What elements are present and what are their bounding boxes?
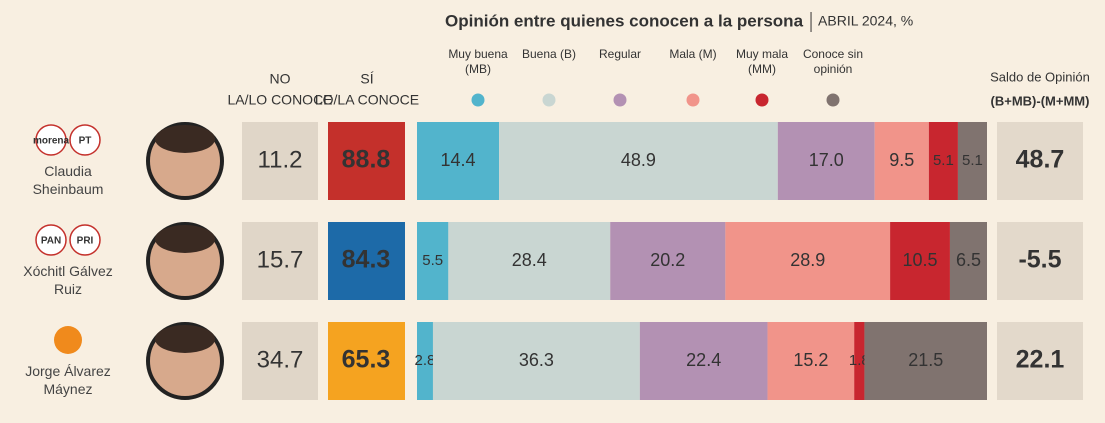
candidate-name: Claudia Sheinbaum <box>32 163 104 197</box>
candidate-hair <box>155 325 215 353</box>
saldo-value: -5.5 <box>1018 246 1061 274</box>
saldo-value: 48.7 <box>1016 146 1065 174</box>
value-label: 36.3 <box>519 350 554 370</box>
saldo-box <box>997 222 1083 300</box>
bar-segment <box>864 322 987 400</box>
column-header: LO/LA CONOCE <box>315 92 419 108</box>
bar-segment <box>777 122 875 200</box>
party-logo <box>35 124 67 156</box>
bar-segment <box>417 122 500 200</box>
conoce-box <box>328 222 405 300</box>
chart-title: Opinión entre quienes conocen a la perso… <box>445 11 804 30</box>
value-label: 9.5 <box>889 150 914 170</box>
legend-label: Regular <box>598 47 642 61</box>
bar-segment <box>448 222 611 300</box>
value-label: 15.2 <box>793 350 828 370</box>
saldo-header: Saldo de Opinión <box>990 69 1090 84</box>
conoce-value: 88.8 <box>342 146 391 174</box>
value-label: 20.2 <box>650 250 685 270</box>
legend-swatch <box>471 93 485 107</box>
legend-label: Conoce sin opinión <box>802 47 864 76</box>
no-conoce-value: 15.7 <box>257 246 304 273</box>
value-label: 21.5 <box>908 350 943 370</box>
saldo-formula: (B+MB)-(M+MM) <box>991 93 1090 108</box>
bar-segment <box>417 222 449 300</box>
candidate-name: Jorge Álvarez Máynez <box>25 363 111 397</box>
no-conoce-box <box>242 222 318 300</box>
party-name: PRI <box>77 236 94 247</box>
bar-segment <box>874 122 929 200</box>
legend-label: Mala (M) <box>669 47 717 61</box>
saldo-box <box>997 122 1083 200</box>
value-label: 14.4 <box>441 150 476 170</box>
bar-segment <box>928 122 958 200</box>
bar-segment <box>432 322 640 400</box>
conoce-value: 65.3 <box>342 346 391 374</box>
candidate-hair <box>155 225 215 253</box>
bar-segment <box>767 322 855 400</box>
conoce-value: 84.3 <box>342 246 391 274</box>
bar-segment <box>890 222 950 300</box>
column-header: SÍ <box>360 71 373 87</box>
conoce-box <box>328 322 405 400</box>
column-header: LA/LO CONOCE <box>227 92 332 108</box>
column-header: NO <box>270 71 291 87</box>
value-label: 17.0 <box>809 150 844 170</box>
party-name: PT <box>79 136 92 147</box>
value-label: 2.8 <box>415 352 436 369</box>
no-conoce-box <box>242 122 318 200</box>
legend-label: Muy mala (MM) <box>735 47 788 76</box>
candidate-hair <box>155 125 215 153</box>
party-logo <box>35 224 67 256</box>
value-label: 5.5 <box>422 252 443 269</box>
value-label: 22.4 <box>686 350 721 370</box>
legend-label: Buena (B) <box>521 47 577 61</box>
party-logo <box>69 124 101 156</box>
party-logo <box>54 326 82 354</box>
value-label: 10.5 <box>903 250 938 270</box>
legend-label: Muy buena (MB) <box>448 47 508 76</box>
legend-swatch <box>542 93 556 107</box>
party-logo <box>69 224 101 256</box>
bar-segment <box>610 222 726 300</box>
value-label: 28.9 <box>790 250 825 270</box>
bar-segment <box>417 322 433 400</box>
value-label: 6.5 <box>956 250 981 270</box>
legend-swatch <box>613 93 627 107</box>
bar-segment <box>949 222 987 300</box>
chart-subtitle: ABRIL 2024, % <box>818 13 913 29</box>
saldo-box <box>997 322 1083 400</box>
bar-segment <box>725 222 891 300</box>
bar-segment <box>499 122 778 200</box>
conoce-box <box>328 122 405 200</box>
no-conoce-box <box>242 322 318 400</box>
party-name: PAN <box>41 236 61 247</box>
value-label: 28.4 <box>512 250 547 270</box>
bar-segment <box>957 122 987 200</box>
no-conoce-value: 34.7 <box>257 346 304 373</box>
candidate-name: Xóchitl Gálvez Ruiz <box>23 263 113 297</box>
value-label: 5.1 <box>962 152 983 169</box>
value-label: 48.9 <box>621 150 656 170</box>
bar-segment <box>854 322 865 400</box>
party-name: morena <box>33 136 70 147</box>
legend-swatch <box>826 93 840 107</box>
no-conoce-value: 11.2 <box>258 146 303 173</box>
bar-segment <box>639 322 768 400</box>
legend-swatch <box>755 93 769 107</box>
value-label: 5.1 <box>933 152 954 169</box>
saldo-value: 22.1 <box>1016 346 1065 374</box>
legend-swatch <box>686 93 700 107</box>
